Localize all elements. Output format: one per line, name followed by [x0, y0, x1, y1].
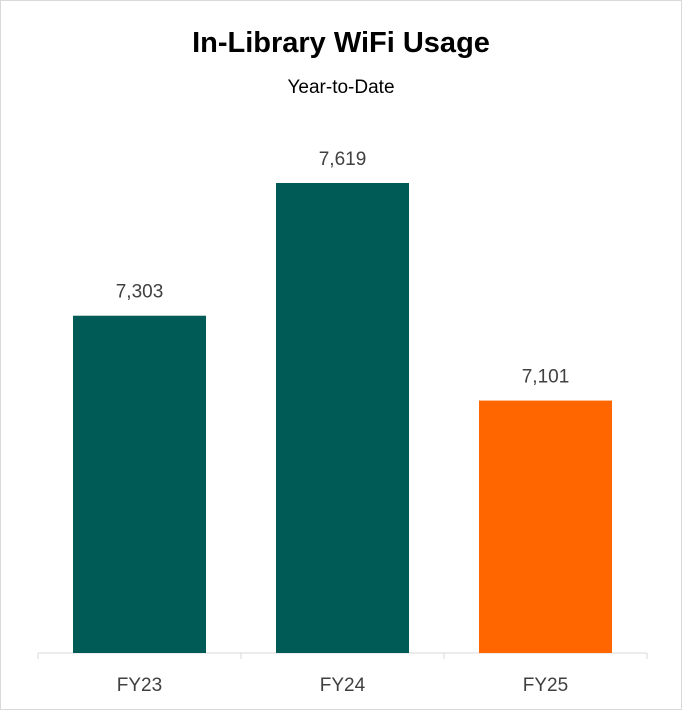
data-label-fy25: 7,101 — [522, 367, 570, 388]
x-tick-label-fy25: FY25 — [523, 675, 568, 696]
chart-title: In-Library WiFi Usage — [192, 27, 490, 59]
x-tick-label-fy24: FY24 — [320, 675, 366, 696]
bar-fy23 — [73, 315, 206, 653]
data-label-fy24: 7,619 — [319, 149, 367, 170]
bar-fy25 — [479, 400, 612, 653]
chart-subtitle: Year-to-Date — [287, 77, 395, 98]
x-tick-label-fy23: FY23 — [117, 675, 162, 696]
bar-fy24 — [276, 183, 409, 653]
data-label-fy23: 7,303 — [116, 282, 164, 303]
